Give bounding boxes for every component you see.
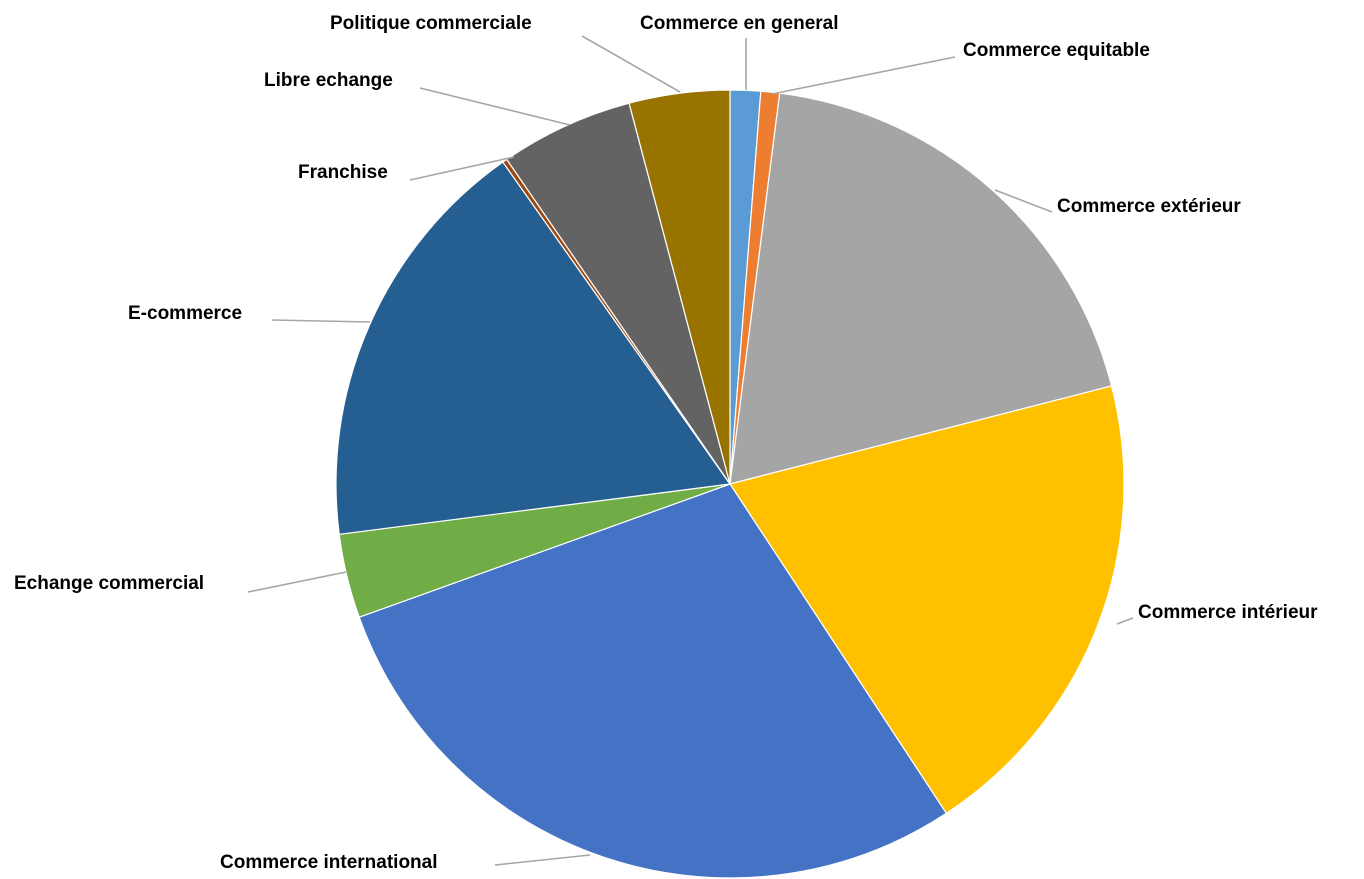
slice-label: Franchise (298, 162, 388, 183)
slice-label: Commerce equitable (963, 40, 1150, 61)
slice-label: Commerce en general (640, 13, 839, 34)
leader-line (419, 87, 571, 126)
leader-line (247, 571, 347, 593)
slice-label: Libre echange (264, 70, 393, 91)
slice-label: Commerce intérieur (1138, 602, 1318, 623)
pie-slice-commerce-int-rieur (729, 385, 1125, 815)
leaders-layer (247, 35, 1134, 866)
leader-line (271, 319, 371, 323)
leader-line (1116, 617, 1134, 625)
pie-slice-politique-commerciale (628, 89, 731, 485)
slices-layer (335, 89, 1125, 879)
labels-layer: Commerce en general Commerce equitable Com… (14, 13, 1318, 873)
slice-label: Politique commerciale (330, 13, 532, 34)
slice-label: Commerce international (220, 852, 438, 873)
slice-label: E-commerce (128, 303, 242, 324)
slice-label: Commerce extérieur (1057, 196, 1241, 217)
pie-slice-commerce-international (358, 483, 948, 879)
pie-slice-commerce-ext-rieur (729, 92, 1113, 485)
slice-label: Echange commercial (14, 573, 204, 594)
leader-line (409, 156, 515, 181)
leader-line (771, 56, 956, 95)
pie-slice-e-commerce (335, 161, 732, 535)
leader-line (994, 189, 1053, 213)
leader-line (581, 35, 681, 93)
leader-line (494, 854, 591, 866)
